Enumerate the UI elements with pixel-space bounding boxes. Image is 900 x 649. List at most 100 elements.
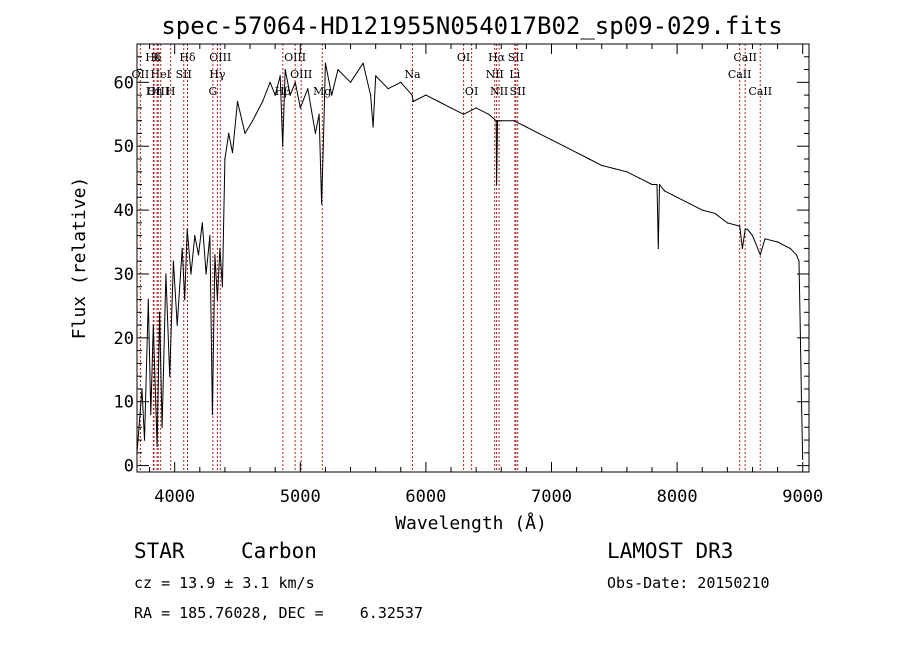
data-point-0-58 xyxy=(412,100,414,103)
data-point-0-78 xyxy=(626,171,628,173)
data-point-0-88 xyxy=(714,212,716,214)
survey-name: LAMOST DR3 xyxy=(607,539,734,563)
data-point-0-44 xyxy=(318,113,320,115)
marker-label-23: NII xyxy=(490,85,508,98)
data-point-0-41 xyxy=(299,107,301,109)
marker-label-5: SII xyxy=(176,68,192,81)
data-point-0-9 xyxy=(165,273,167,275)
data-point-0-30 xyxy=(236,100,239,103)
data-point-0-93 xyxy=(746,228,749,230)
marker-label-3: OII xyxy=(132,68,150,81)
data-point-0-66 xyxy=(496,183,498,186)
data-point-0-6 xyxy=(156,445,158,447)
x-axis-label: Wavelength (Å) xyxy=(395,512,547,534)
marker-label-1: K xyxy=(153,51,162,64)
y-tick-label-2: 20 xyxy=(114,329,134,349)
marker-label-13: OIII xyxy=(290,68,312,81)
data-point-0-3 xyxy=(147,298,149,301)
marker-label-2: Hδ xyxy=(179,51,196,64)
axes: 4000 5000 6000 7000 8000 9000 0 10 20 30 40 50 60 xyxy=(114,44,823,507)
data-point-0-18 xyxy=(197,254,200,256)
marker-label-16: Na xyxy=(404,68,421,81)
coordinates: RA = 185.76028, DEC = 6.32537 xyxy=(134,604,423,622)
marker-label-9: OIII xyxy=(209,51,231,64)
marker-label-14: Hβ xyxy=(275,85,291,98)
data-point-0-40 xyxy=(294,81,296,83)
y-tick-label-6: 60 xyxy=(114,73,134,93)
data-point-0-31 xyxy=(244,132,246,134)
data-point-0-98 xyxy=(789,247,791,249)
data-point-0-99 xyxy=(795,254,798,256)
data-point-0-85 xyxy=(676,196,678,198)
data-point-0-20 xyxy=(205,273,207,275)
data-point-0-64 xyxy=(488,113,490,115)
object-subclass: Carbon xyxy=(241,539,317,563)
data-point-0-96 xyxy=(764,238,766,240)
plot-frame xyxy=(136,43,810,473)
data-point-0-73 xyxy=(563,145,565,147)
data-point-0-79 xyxy=(638,177,641,179)
data-point-0-35 xyxy=(274,94,276,96)
data-point-0-39 xyxy=(289,94,291,96)
data-point-0-26 xyxy=(221,286,223,288)
data-point-0-24 xyxy=(216,298,218,301)
data-point-0-86 xyxy=(689,203,691,205)
data-point-0-17 xyxy=(194,235,196,237)
chart-title: spec-57064-HD121955N054017B02_sp09-029.f… xyxy=(161,12,782,40)
data-point-0-63 xyxy=(475,107,477,109)
data-point-0-23 xyxy=(214,254,216,256)
data-point-0-70 xyxy=(525,126,528,128)
data-point-0-7 xyxy=(159,311,161,313)
data-point-0-28 xyxy=(228,132,230,134)
data-point-0-82 xyxy=(657,247,659,249)
marker-label-27: CaII xyxy=(748,85,772,98)
data-point-0-42 xyxy=(307,88,309,90)
marker-label-19: Hα xyxy=(488,51,506,64)
data-point-0-103 xyxy=(802,458,804,460)
data-point-0-97 xyxy=(777,241,779,243)
data-point-0-81 xyxy=(656,183,658,186)
marker-label-10: Hγ xyxy=(209,68,226,81)
data-point-0-56 xyxy=(400,81,402,83)
data-point-0-53 xyxy=(372,126,374,128)
data-point-0-59 xyxy=(425,94,427,96)
data-point-0-11 xyxy=(172,260,174,262)
data-point-0-71 xyxy=(538,132,540,134)
x-tick-label-4: 8000 xyxy=(657,487,698,507)
marker-label-26: CaII xyxy=(728,68,752,81)
data-point-0-36 xyxy=(279,75,281,77)
data-point-0-65 xyxy=(495,120,497,122)
marker-label-12: OIII xyxy=(284,51,306,64)
marker-label-17: OI xyxy=(457,51,470,64)
data-point-0-76 xyxy=(601,164,603,166)
data-point-0-89 xyxy=(726,222,729,224)
data-point-0-92 xyxy=(744,228,746,230)
series-line-0 xyxy=(136,62,804,460)
data-point-0-61 xyxy=(450,107,452,109)
data-point-0-54 xyxy=(375,75,377,77)
redshift-text: cz = 13.9 ± 3.1 km/s xyxy=(134,574,315,592)
data-point-0-37 xyxy=(282,145,284,147)
data-point-0-67 xyxy=(496,120,499,122)
x-tick-label-0: 4000 xyxy=(154,487,195,507)
spectrum-series xyxy=(136,62,804,460)
data-point-0-91 xyxy=(741,247,744,249)
object-class: STAR xyxy=(134,539,185,563)
data-point-0-83 xyxy=(658,183,661,186)
x-tick-label-5: 9000 xyxy=(782,487,823,507)
y-tick-label-5: 50 xyxy=(114,137,134,157)
data-point-0-100 xyxy=(798,260,800,262)
marker-label-22: Li xyxy=(509,68,520,81)
data-point-0-55 xyxy=(387,88,389,90)
data-point-0-46 xyxy=(322,145,324,147)
data-point-0-68 xyxy=(500,120,502,122)
data-point-0-52 xyxy=(370,94,372,96)
data-point-0-27 xyxy=(224,158,226,160)
data-point-0-60 xyxy=(437,100,440,103)
data-point-0-90 xyxy=(739,225,741,227)
data-point-0-15 xyxy=(186,228,188,230)
marker-label-6: OIII xyxy=(147,85,169,98)
y-tick-label-4: 40 xyxy=(114,201,134,221)
x-tick-label-1: 5000 xyxy=(280,487,321,507)
